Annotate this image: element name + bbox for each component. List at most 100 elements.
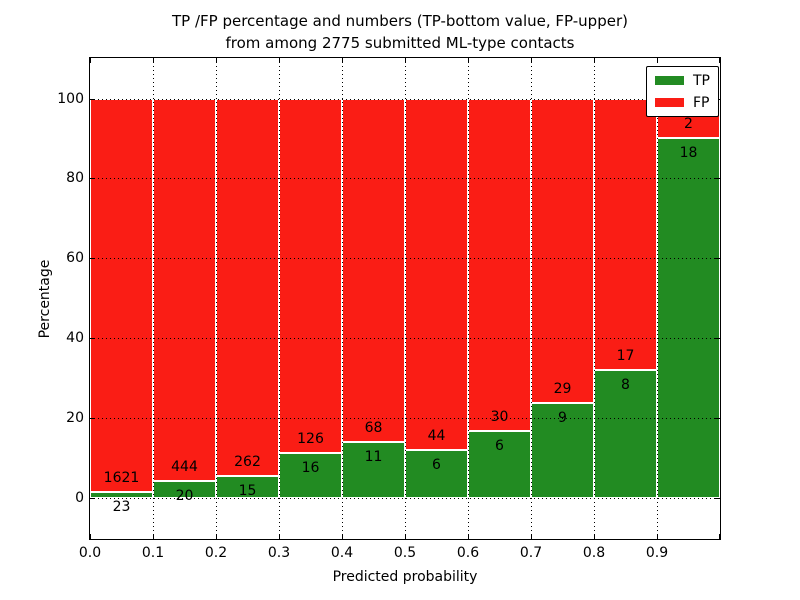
chart-title-line2: from among 2775 submitted ML-type contac…	[225, 34, 575, 52]
tp-count-label: 9	[558, 410, 567, 427]
fp-count-label: 2	[684, 116, 693, 133]
y-tick-mark	[715, 258, 720, 260]
x-tick-label: 0.1	[141, 545, 165, 561]
legend: TP FP	[646, 66, 719, 117]
tp-count-label: 16	[301, 459, 320, 476]
x-tick-mark	[468, 534, 469, 539]
x-tick-mark	[719, 534, 720, 539]
y-tick-mark	[715, 418, 720, 420]
y-tick-mark	[715, 178, 720, 180]
x-tick-mark	[342, 534, 343, 539]
y-tick-mark	[90, 418, 95, 420]
tp-count-label: 20	[175, 487, 194, 504]
legend-item-tp: TP	[655, 71, 710, 90]
x-tick-label: 0.7	[519, 545, 543, 561]
x-tick-mark	[531, 58, 532, 63]
x-tick-mark	[279, 58, 280, 63]
fp-count-label: 30	[490, 409, 509, 426]
x-tick-mark	[594, 58, 595, 63]
x-axis-label: Predicted probability	[332, 569, 478, 585]
legend-swatch-fp-icon	[655, 98, 684, 107]
y-tick-label: 20	[66, 410, 84, 427]
y-tick-label: 0	[75, 490, 84, 506]
y-tick-mark	[90, 98, 95, 100]
x-tick-label: 0.8	[582, 545, 606, 561]
tp-count-label: 6	[432, 457, 441, 474]
bar-fp-segment	[90, 98, 153, 493]
x-tick-mark	[657, 58, 658, 63]
fp-count-label: 44	[427, 428, 446, 445]
y-tick-label: 60	[66, 250, 84, 267]
plot-area: 1621 23 444 20 262 15 126 16 68 11 44 6 30 6 29 9 17 8 2 18	[89, 57, 721, 540]
y-axis-label: Percentage	[37, 259, 53, 339]
bar-fp-segment	[468, 98, 531, 432]
v-gridline	[594, 58, 595, 539]
y-tick-mark	[715, 498, 720, 499]
v-gridline	[468, 58, 469, 539]
x-tick-label: 0.2	[204, 545, 228, 561]
y-tick-mark	[90, 258, 95, 260]
x-tick-mark	[657, 534, 658, 539]
legend-item-fp: FP	[655, 93, 710, 112]
v-gridline	[279, 58, 280, 539]
x-tick-mark	[90, 534, 91, 539]
y-tick-mark	[715, 338, 720, 340]
x-tick-mark	[90, 58, 91, 63]
x-tick-mark	[594, 534, 595, 539]
tp-count-label: 11	[364, 449, 383, 466]
x-tick-mark	[216, 534, 217, 539]
tp-count-label: 18	[679, 145, 698, 162]
x-tick-mark	[405, 534, 406, 539]
tp-count-label: 6	[495, 438, 504, 455]
v-gridline	[153, 58, 154, 539]
x-tick-mark	[153, 58, 154, 63]
y-tick-label: 100	[57, 90, 84, 107]
legend-swatch-tp-icon	[655, 76, 684, 85]
tp-count-label: 8	[621, 377, 630, 394]
bar-tp-segment	[657, 138, 720, 498]
v-gridline	[657, 58, 658, 539]
y-tick-label: 80	[66, 170, 84, 187]
x-tick-mark	[405, 58, 406, 63]
fp-count-label: 126	[297, 430, 324, 447]
fp-count-label: 17	[616, 348, 635, 365]
legend-label-fp: FP	[693, 94, 710, 111]
bar-tp-segment	[90, 492, 153, 498]
v-gridline	[342, 58, 343, 539]
bar-fp-segment	[279, 98, 342, 453]
bar-fp-segment	[216, 98, 279, 477]
y-tick-label: 40	[66, 330, 84, 347]
x-tick-label: 0.5	[393, 545, 417, 561]
fp-count-label: 262	[234, 454, 261, 471]
x-tick-label: 0.0	[78, 545, 102, 561]
y-tick-mark	[90, 338, 95, 340]
bar-fp-segment	[405, 98, 468, 451]
x-tick-mark	[719, 58, 720, 63]
bar-tp-segment	[279, 452, 342, 498]
x-tick-mark	[216, 58, 217, 63]
y-tick-mark	[90, 498, 95, 499]
y-tick-mark	[90, 178, 95, 180]
fp-count-label: 1621	[103, 470, 140, 487]
fp-count-label: 29	[553, 381, 572, 398]
x-tick-label: 0.4	[330, 545, 354, 561]
x-tick-mark	[342, 58, 343, 63]
bar-fp-segment	[342, 98, 405, 443]
v-gridline	[405, 58, 406, 539]
bar-fp-segment	[531, 98, 594, 404]
bar-fp-segment	[153, 98, 216, 481]
x-tick-label: 0.9	[645, 545, 669, 561]
tp-count-label: 15	[238, 483, 257, 500]
bar-tp-segment	[531, 403, 594, 498]
chart-title: TP /FP percentage and numbers (TP-bottom…	[0, 10, 800, 54]
legend-label-tp: TP	[693, 72, 710, 89]
bar-tp-segment	[468, 431, 531, 498]
x-tick-mark	[153, 534, 154, 539]
fp-count-label: 68	[364, 420, 383, 437]
v-gridline	[216, 58, 217, 539]
x-tick-label: 0.6	[456, 545, 480, 561]
chart-title-line1: TP /FP percentage and numbers (TP-bottom…	[172, 12, 628, 30]
x-tick-mark	[279, 534, 280, 539]
x-tick-mark	[468, 58, 469, 63]
